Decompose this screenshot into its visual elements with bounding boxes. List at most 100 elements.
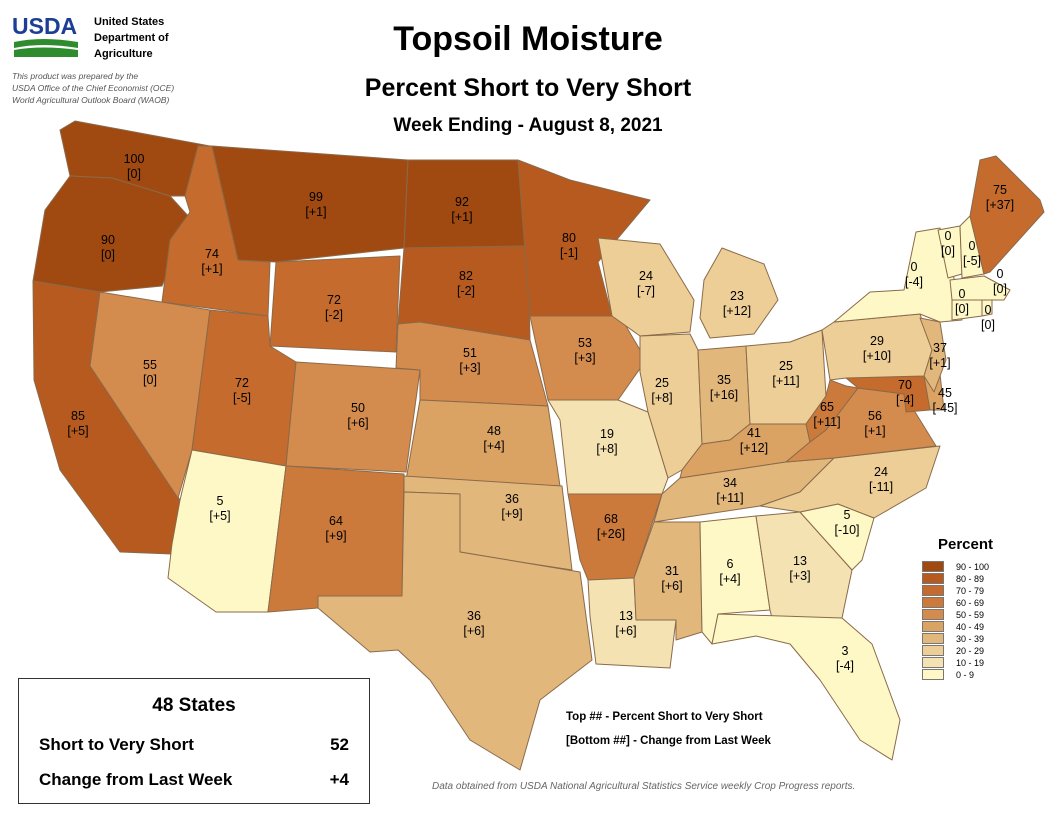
state-label-VA: 56 [+1] — [864, 409, 885, 438]
state-value-FL: 3 — [842, 644, 849, 658]
legend-rows: 90 - 100 80 - 89 70 - 79 60 - 69 50 - 59… — [922, 561, 993, 680]
state-RI[interactable] — [981, 299, 993, 317]
state-label-NH: 0 [-5] — [963, 239, 981, 268]
state-label-AZ: 5 [+5] — [209, 494, 230, 523]
state-MI[interactable] — [699, 247, 779, 339]
state-AZ[interactable] — [167, 449, 287, 613]
state-ME[interactable] — [969, 155, 1045, 275]
state-value-VA: 56 — [868, 409, 882, 423]
state-change-MI: [+12] — [723, 304, 751, 318]
state-change-OR: [0] — [101, 248, 115, 262]
state-value-ME: 75 — [993, 183, 1007, 197]
legend-label: 10 - 19 — [956, 657, 985, 668]
state-label-MT: 99 [+1] — [305, 190, 326, 219]
legend-label: 30 - 39 — [956, 633, 985, 644]
state-change-MA: [0] — [993, 282, 1007, 296]
state-value-MI: 23 — [730, 289, 744, 303]
state-value-NE: 51 — [463, 346, 477, 360]
legend-swatch — [922, 645, 944, 656]
state-value-AL: 6 — [727, 557, 734, 571]
state-value-MO: 19 — [600, 427, 614, 441]
state-label-CT: 0 [0] — [955, 287, 969, 316]
state-label-AL: 6 [+4] — [719, 557, 740, 586]
state-label-OK: 36 [+9] — [501, 492, 522, 521]
state-label-FL: 3 [-4] — [836, 644, 854, 673]
state-change-CO: [+6] — [347, 416, 368, 430]
state-change-LA: [+6] — [615, 624, 636, 638]
state-value-RI: 0 — [985, 303, 992, 317]
summary-title: 48 States — [152, 695, 236, 716]
summary-row-label: Short to Very Short — [39, 735, 194, 754]
state-value-TX: 36 — [467, 609, 481, 623]
state-FL[interactable] — [711, 613, 901, 761]
state-NC[interactable] — [759, 445, 941, 519]
state-WY[interactable] — [269, 255, 401, 353]
state-label-CA: 85 [+5] — [67, 409, 88, 438]
state-value-WV: 65 — [820, 400, 834, 414]
state-change-CA: [+5] — [67, 424, 88, 438]
state-value-OH: 25 — [779, 359, 793, 373]
state-NV[interactable] — [89, 291, 211, 499]
state-value-WI: 24 — [639, 269, 653, 283]
state-IA[interactable] — [529, 315, 647, 401]
state-WV[interactable] — [805, 379, 859, 443]
state-value-UT: 72 — [235, 376, 249, 390]
summary-row-label: Change from Last Week — [39, 770, 233, 789]
legend-item: 80 - 89 — [922, 573, 993, 584]
state-label-SD: 82 [-2] — [457, 269, 475, 298]
state-value-OR: 90 — [101, 233, 115, 247]
legend-swatch — [922, 669, 944, 680]
state-label-AR: 68 [+26] — [597, 512, 625, 541]
state-change-NC: [-11] — [869, 480, 893, 494]
prepared-line: USDA Office of the Chief Economist (OCE) — [12, 83, 175, 93]
state-change-IA: [+3] — [574, 351, 595, 365]
state-label-IA: 53 [+3] — [574, 336, 595, 365]
state-label-CO: 50 [+6] — [347, 401, 368, 430]
state-MO[interactable] — [547, 399, 669, 495]
legend-label: 0 - 9 — [956, 669, 975, 680]
agency-line: United States — [94, 16, 165, 28]
legend-item: 10 - 19 — [922, 657, 993, 668]
state-change-WV: [+11] — [813, 415, 840, 429]
state-change-DE: [-45] — [932, 401, 957, 415]
state-value-DE: 45 — [938, 386, 952, 400]
state-MT[interactable] — [211, 145, 409, 263]
state-label-DE: 45 [-45] — [932, 386, 957, 415]
state-WI[interactable] — [597, 237, 695, 337]
map-legend: Percent 90 - 100 80 - 89 70 - 79 60 - 69… — [922, 536, 993, 681]
state-label-NV: 55 [0] — [143, 358, 157, 387]
legend-swatch — [922, 597, 944, 608]
state-value-KY: 41 — [747, 426, 761, 440]
state-label-WY: 72 [-2] — [325, 293, 343, 322]
state-change-ID: [+1] — [201, 262, 222, 276]
state-value-GA: 13 — [793, 554, 807, 568]
state-label-NJ: 37 [+1] — [929, 341, 950, 370]
state-change-GA: [+3] — [789, 569, 810, 583]
state-TX[interactable] — [317, 491, 593, 771]
state-value-WA: 100 — [124, 152, 145, 166]
state-label-GA: 13 [+3] — [789, 554, 810, 583]
legend-label: 20 - 29 — [956, 645, 985, 656]
state-label-MA: 0 [0] — [993, 267, 1007, 296]
state-value-NY: 0 — [911, 260, 918, 274]
legend-swatch — [922, 633, 944, 644]
state-change-SC: [-10] — [834, 523, 859, 537]
state-change-KY: [+12] — [740, 441, 768, 455]
state-change-MD: [-4] — [896, 393, 914, 407]
state-label-TN: 34 [+11] — [716, 476, 743, 505]
state-MA[interactable] — [949, 275, 1011, 301]
state-value-NJ: 37 — [933, 341, 947, 355]
state-label-ME: 75 [+37] — [986, 183, 1014, 212]
summary-row-short: Short to Very Short 52 — [39, 735, 349, 755]
state-label-UT: 72 [-5] — [233, 376, 251, 405]
prepared-by-note: This product was prepared by the USDA Of… — [12, 70, 174, 106]
state-value-OK: 36 — [505, 492, 519, 506]
legend-label: 80 - 89 — [956, 573, 985, 584]
usda-logo-swoosh-top — [14, 39, 78, 48]
agency-line: Department of — [94, 32, 169, 44]
state-CO[interactable] — [285, 361, 421, 473]
state-OR[interactable] — [32, 175, 191, 293]
state-change-WY: [-2] — [325, 308, 343, 322]
map-title: Topsoil Moisture — [393, 20, 663, 58]
